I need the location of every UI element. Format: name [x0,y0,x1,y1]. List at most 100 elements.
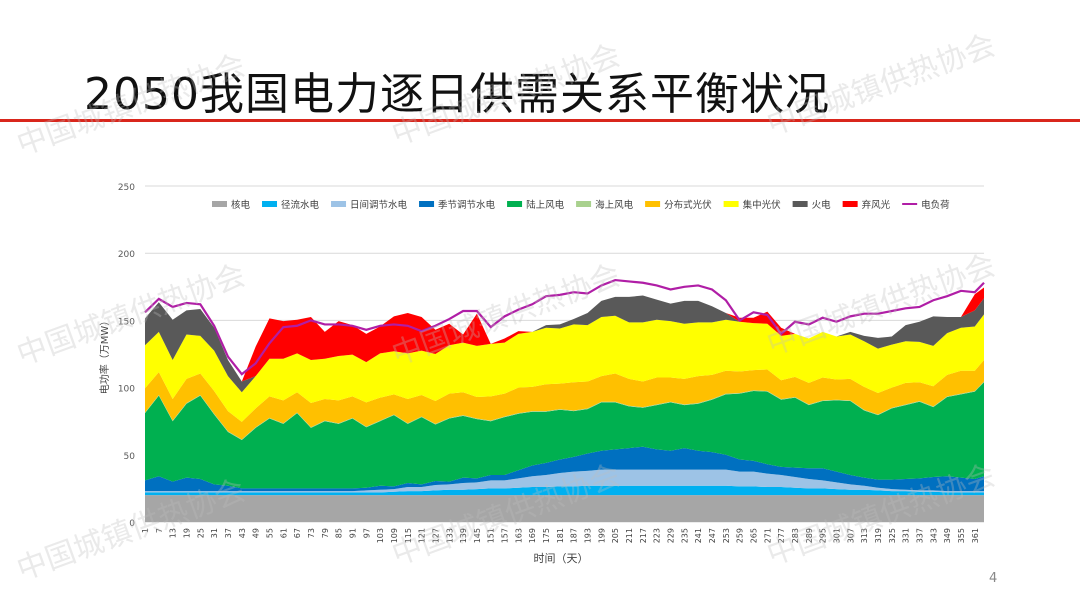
x-tick-label: 217 [639,528,648,543]
legend-swatch [723,201,739,207]
x-tick-label: 283 [791,528,800,543]
legend: 核电 径流水电 日间调节水电 季节调节水电 陆上风电 海上风电 分布式光伏 集中光伏 火电 弃风光… [212,199,950,211]
x-tick-label: 7 [155,528,164,533]
x-tick-label: 331 [902,528,911,543]
x-tick-label: 19 [182,528,191,538]
x-tick-label: 307 [846,528,855,543]
x-tick-label: 259 [736,528,745,543]
legend-label: 日间调节水电 [350,199,408,211]
x-tick-label: 199 [597,528,606,543]
y-tick-label: 250 [118,183,135,193]
x-tick-label: 337 [915,528,924,543]
load-line-layer [144,278,985,376]
area-series [145,495,984,522]
x-tick-label: 223 [653,528,662,543]
x-tick-label: 301 [832,528,841,543]
x-tick-label: 1 [141,528,150,533]
x-tick-label: 181 [556,528,565,543]
x-tick-label: 265 [750,528,759,543]
legend-label: 弃风光 [862,199,891,211]
y-tick-label: 0 [129,519,135,529]
x-tick-label: 193 [584,528,593,543]
legend-label: 核电 [231,199,251,211]
x-tick-label: 343 [929,528,938,543]
x-tick-label: 43 [238,528,247,538]
area-series [145,469,984,493]
x-tick-label: 91 [348,528,357,538]
x-tick-label: 349 [943,528,952,543]
x-tick-label: 85 [335,528,344,538]
x-tick-label: 175 [542,528,551,543]
x-tick-label: 271 [763,528,772,543]
x-tick-label: 49 [252,528,261,538]
x-tick-label: 205 [611,528,620,543]
legend-swatch [419,201,435,207]
x-tick-label: 133 [445,528,454,543]
title-divider [0,119,1080,122]
x-tick-label: 277 [777,528,786,543]
x-tick-label: 229 [667,528,676,543]
legend-label: 海上风电 [595,199,634,211]
x-tick-label: 235 [680,528,689,543]
x-tick-label: 241 [694,528,703,543]
x-tick-label: 13 [169,528,178,538]
x-tick-label: 67 [293,528,302,538]
x-tick-label: 313 [860,528,869,543]
area-series [145,314,984,422]
legend-swatch [507,201,523,207]
x-tick-label: 289 [805,528,814,543]
page-title: 2050我国电力逐日供需关系平衡状况 [84,69,830,120]
x-tick-label: 103 [376,528,385,543]
x-tick-label: 97 [362,528,371,538]
x-tick-label: 115 [404,528,413,543]
y-axis-label: 电功率（万MW） [98,316,111,395]
y-axis-ticks: 0 50 100 150 200 250 [118,183,135,529]
x-tick-label: 37 [224,528,233,538]
stacked-areas [145,287,984,522]
x-tick-label: 157 [501,528,510,543]
x-tick-label: 121 [418,528,427,543]
legend-label: 径流水电 [281,199,320,211]
x-tick-label: 25 [196,528,205,538]
x-tick-label: 79 [321,528,330,538]
y-tick-label: 150 [118,317,135,327]
y-tick-label: 50 [124,452,136,462]
legend-label: 电负荷 [921,199,950,211]
x-tick-label: 319 [874,528,883,543]
x-tick-label: 73 [307,528,316,538]
legend-swatch [842,201,858,207]
legend-label: 陆上风电 [526,199,565,211]
load-line [144,278,985,376]
area-series [145,287,984,382]
x-tick-label: 325 [888,528,897,543]
x-tick-label: 253 [722,528,731,543]
x-tick-label: 247 [708,528,717,543]
legend-label: 火电 [812,199,832,211]
x-tick-label: 145 [473,528,482,543]
legend-label: 季节调节水电 [438,199,496,211]
x-tick-label: 169 [528,528,537,543]
x-tick-label: 31 [210,528,219,538]
legend-swatch [792,201,808,207]
legend-swatch [645,201,661,207]
x-tick-label: 361 [971,528,980,543]
x-tick-label: 211 [625,528,634,543]
x-axis-ticks: 1 7 13 19 25 31 37 43 49 55 61 67 73 79 85 91 97 103 109 11… [141,528,980,543]
x-tick-label: 355 [957,528,966,543]
x-tick-label: 127 [431,528,440,543]
area-series [145,382,984,489]
legend-label: 集中光伏 [743,199,782,211]
x-tick-label: 139 [459,528,468,543]
x-axis-label: 时间（天） [534,552,589,565]
x-tick-label: 109 [390,528,399,543]
y-tick-label: 200 [118,250,135,260]
page-number: 4 [989,571,998,586]
x-tick-label: 187 [570,528,579,543]
legend-label: 分布式光伏 [664,199,712,211]
area-series [145,360,984,440]
x-tick-label: 295 [819,528,828,543]
legend-swatch [212,201,227,207]
x-tick-label: 151 [487,528,496,543]
area-series [145,446,984,492]
x-tick-label: 61 [279,528,288,538]
